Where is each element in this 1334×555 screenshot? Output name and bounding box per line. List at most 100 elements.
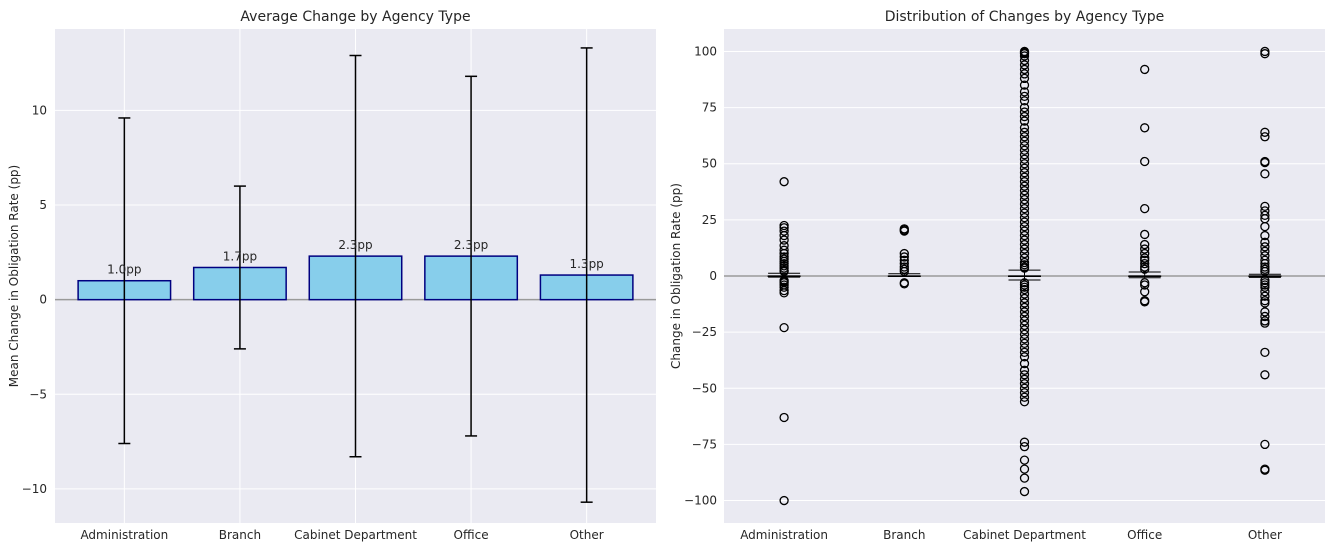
box-chart-ticks: 100 75 50 25 0 −25 −50 −75 −100 Administration Bra… [684, 44, 1282, 542]
box-outlier-point [1260, 237, 1270, 247]
box-outlier-point [1019, 116, 1030, 126]
x-tick-label: Branch [219, 528, 261, 542]
y-tick-label: 75 [702, 101, 717, 115]
box-outlier-point [1019, 55, 1030, 66]
box-outlier-point [1019, 212, 1030, 223]
box-outlier-point [1019, 163, 1030, 173]
box-outlier-point [1260, 439, 1270, 450]
y-tick-label: 0 [39, 293, 47, 307]
box-outlier-point [1260, 291, 1270, 301]
box-outlier-point [1019, 235, 1030, 245]
box-chart-y-axis-label: Change in Obligation Rate (pp) [669, 183, 683, 369]
box-outlier-point [1019, 102, 1030, 113]
y-tick-label: −5 [29, 387, 47, 401]
box-outlier-point [1019, 311, 1030, 322]
box-outlier-point [1019, 51, 1030, 61]
y-tick-label: −50 [692, 381, 717, 395]
box-outlier-point [1140, 287, 1150, 297]
box-outlier-point [1260, 157, 1270, 168]
x-tick-label: Office [454, 528, 489, 542]
box-outlier-point [1019, 347, 1030, 357]
box-outlier-point [1019, 343, 1030, 353]
box-outlier-point [1019, 145, 1030, 155]
bar-data-label: 2.3pp [454, 238, 488, 252]
bar-data-label: 2.3pp [338, 238, 372, 252]
box-outlier-point [1140, 123, 1150, 133]
box-outlier-point [1260, 282, 1270, 292]
bar-chart-ticks: 10 5 0 −5 −10 Administration Branch Cabinet Dep… [22, 103, 604, 542]
box-outlier-point [1140, 258, 1150, 269]
box-outlier-point [1019, 107, 1030, 117]
box-outlier-point [1019, 203, 1030, 214]
box-outlier-point [779, 266, 789, 277]
y-tick-label: −75 [692, 437, 717, 451]
box-outlier-point [1140, 229, 1150, 240]
box-outlier-point [1019, 486, 1030, 497]
box-outlier-point [1140, 156, 1150, 167]
x-tick-label: Other [1248, 528, 1282, 542]
box-outlier-point [899, 226, 909, 236]
y-tick-label: −10 [22, 482, 47, 496]
y-tick-label: −25 [692, 325, 717, 339]
box-outlier-point [1019, 388, 1030, 398]
box-outlier-point [899, 266, 909, 277]
bar-chart-marks: 1.0pp 1.7pp 2.3pp 2.3pp 1.3pp [55, 47, 656, 503]
box-chart-title: Distribution of Changes by Agency Type [885, 9, 1165, 25]
box-outlier-point [1019, 370, 1030, 380]
box-outlier-point [1019, 190, 1030, 200]
box-outlier-point [1019, 316, 1030, 326]
box-outlier-point [1019, 150, 1030, 160]
box-outlier-point [1260, 230, 1270, 241]
box-outlier-point [1019, 199, 1030, 209]
y-tick-label: 5 [39, 198, 47, 212]
box-outlier-point [1140, 280, 1150, 290]
x-tick-label: Administration [80, 528, 168, 542]
box-outlier-point [779, 322, 789, 333]
box-outlier-point [779, 230, 789, 241]
box-outlier-point [1019, 263, 1030, 273]
y-tick-label: 50 [702, 157, 717, 171]
box-outlier-point [1019, 132, 1030, 142]
box-outlier-point [899, 252, 909, 262]
box-outlier-point [1260, 49, 1270, 59]
box-outlier-point [1019, 208, 1030, 218]
bar-data-label: 1.7pp [223, 249, 257, 263]
box-outlier-point [1260, 210, 1270, 221]
bar-chart-y-axis-label: Mean Change in Obligation Rate (pp) [7, 165, 21, 387]
box-outlier-point [1140, 297, 1150, 307]
box-outlier-point [1019, 338, 1030, 349]
box-outlier-point [1140, 248, 1150, 259]
box-outlier-point [1140, 203, 1150, 214]
box-outlier-point [1019, 289, 1030, 299]
box-outlier-point [1260, 266, 1270, 277]
box-outlier-point [1019, 154, 1030, 164]
y-tick-label: 10 [32, 103, 47, 117]
box-outlier-point [779, 245, 789, 255]
box-outlier-point [1260, 370, 1270, 380]
box-outlier-point [1019, 64, 1030, 75]
bar-data-label: 1.0pp [107, 263, 141, 277]
box-outlier-point [1019, 230, 1030, 241]
box-outlier-point [1260, 242, 1270, 252]
box-outlier-point [1019, 320, 1030, 331]
box-outlier-point [779, 235, 789, 245]
box-outlier-point [1260, 287, 1270, 297]
box-outlier-point [1019, 69, 1030, 79]
box-outlier-point [1019, 244, 1030, 254]
box-outlier-point [1019, 221, 1030, 232]
box-outlier-point [1140, 264, 1150, 274]
box-outlier-point [1019, 293, 1030, 304]
bar-data-label: 1.3pp [569, 257, 603, 271]
box-outlier-point [1140, 239, 1150, 250]
bar-chart-panel: 1.0pp 1.7pp 2.3pp 2.3pp 1.3pp 10 5 0 −5 −10 Admin… [7, 9, 656, 542]
box-outlier-point [1260, 465, 1270, 475]
box-outlier-point [1019, 358, 1030, 369]
box-outlier-point [1019, 302, 1030, 313]
y-tick-label: 0 [709, 269, 717, 283]
box-outlier-point [1260, 132, 1270, 142]
box-outlier-point [1019, 442, 1030, 452]
box-outlier-point [1019, 455, 1030, 465]
box-outlier-point [1019, 217, 1030, 227]
